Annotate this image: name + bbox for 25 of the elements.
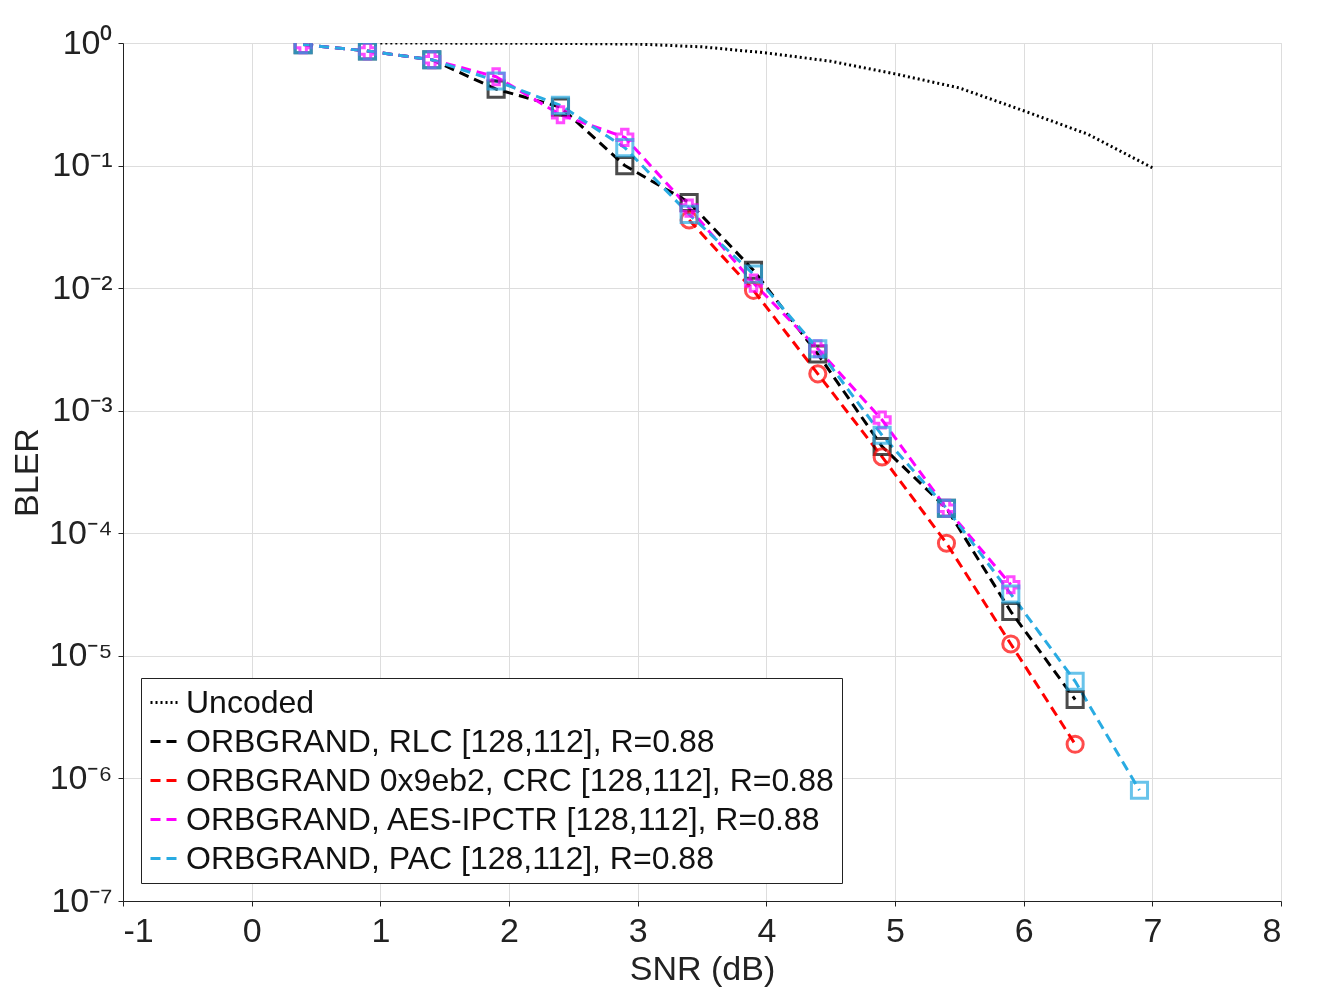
y-tick-label: 10⁻³: [52, 390, 113, 429]
y-tick-label: 10⁰: [62, 22, 113, 61]
x-tick-label: 2: [500, 910, 519, 949]
y-tick-label: 10⁻⁶: [49, 757, 113, 796]
y-tick-label: 10⁻⁵: [49, 635, 113, 674]
legend-label: ORBGRAND, PAC [128,112], R=0.88: [186, 839, 714, 876]
legend-label: ORBGRAND, RLC [128,112], R=0.88: [186, 722, 715, 759]
x-tick-label: 0: [242, 910, 262, 949]
y-tick-label: 10⁻⁴: [49, 512, 113, 551]
y-tick-label: 10⁻⁷: [51, 880, 113, 919]
y-tick-label: 10⁻¹: [52, 145, 113, 184]
y-tick-label: 10⁻²: [52, 267, 113, 306]
x-tick-label: -1: [123, 910, 154, 949]
y-axis-title: BLER: [7, 428, 46, 517]
x-tick-label: 4: [757, 910, 777, 949]
x-tick-label: 7: [1143, 910, 1163, 949]
x-tick-label: 8: [1262, 910, 1282, 949]
legend-label: ORBGRAND, AES-IPCTR [128,112], R=0.88: [186, 800, 820, 837]
x-tick-label: 5: [886, 910, 905, 949]
x-tick-label: 1: [371, 910, 391, 949]
x-tick-label: 3: [628, 910, 648, 949]
legend-label: Uncoded: [186, 683, 315, 720]
x-axis-title: SNR (dB): [629, 948, 776, 987]
x-tick-label: 6: [1014, 910, 1034, 949]
legend-label: ORBGRAND 0x9eb2, CRC [128,112], R=0.88: [186, 761, 834, 798]
